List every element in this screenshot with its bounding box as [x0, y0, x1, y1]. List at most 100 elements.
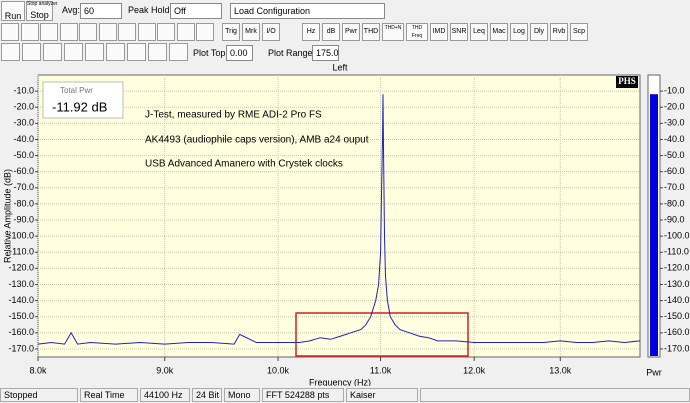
chart: PHS Left Frequency (Hz) Relative Amplitu… — [2, 62, 690, 386]
y-tick-label: -170.0 — [8, 343, 34, 353]
stop-button[interactable]: Stop — [26, 1, 53, 21]
icon-button[interactable] — [176, 23, 195, 41]
plot-top-input[interactable]: 0.00 — [226, 45, 253, 61]
tool-button[interactable]: THD Freq — [406, 23, 428, 41]
x-tick-label: 11.0k — [370, 365, 392, 375]
meter-tick-label: -10.0 — [664, 85, 685, 95]
icon-row — [0, 43, 190, 62]
meter-tick-label: -140.0 — [664, 295, 690, 305]
tool-button[interactable]: Scp — [570, 23, 588, 41]
tool-button[interactable]: Log — [510, 23, 528, 41]
x-tick-label: 10.0k — [267, 365, 290, 375]
tool-button[interactable]: Pwr — [342, 23, 360, 41]
icon-button[interactable] — [40, 23, 58, 41]
y-tick-label: -130.0 — [8, 279, 34, 289]
tool-button[interactable]: Dly — [530, 23, 548, 41]
meter-tick-label: -80.0 — [664, 198, 685, 208]
avg-label: Avg: — [62, 5, 80, 15]
tool-button[interactable]: dB — [322, 23, 340, 41]
meter-bar — [650, 94, 658, 357]
meter-tick-label: -100.0 — [664, 231, 690, 241]
icon-button[interactable] — [79, 23, 97, 41]
icon-button[interactable] — [118, 23, 136, 41]
tool-button[interactable]: I/O — [262, 23, 280, 41]
logo: PHS — [618, 76, 636, 86]
spectrum-line — [37, 94, 641, 345]
status-cell: Real Time — [80, 388, 138, 402]
meter-tick-label: -120.0 — [664, 263, 690, 273]
meter-tick-label: -50.0 — [664, 150, 685, 160]
icon-button[interactable] — [1, 23, 19, 41]
y-tick-label: -150.0 — [8, 311, 34, 321]
annotation: USB Advanced Amanero with Crystek clocks — [145, 159, 343, 170]
tool-button[interactable]: THD — [362, 23, 380, 41]
y-axis-label: Relative Amplitude (dB) — [2, 169, 12, 263]
y-tick-label: -50.0 — [13, 150, 34, 160]
status-cell: Mono — [224, 388, 260, 402]
icon-button[interactable] — [43, 43, 62, 61]
icon-button[interactable] — [64, 43, 83, 61]
stop-label: Stop — [30, 10, 49, 20]
icon-button[interactable] — [59, 23, 78, 41]
tool-button[interactable]: IMD — [430, 23, 448, 41]
icon-button[interactable] — [106, 43, 125, 61]
tool-button[interactable]: Trig — [222, 23, 240, 41]
icon-button[interactable] — [157, 23, 175, 41]
icon-button[interactable] — [22, 43, 41, 61]
tool-button[interactable]: Mac — [490, 23, 508, 41]
y-tick-label: -160.0 — [8, 327, 34, 337]
x-tick-label: 8.0k — [29, 365, 47, 375]
total-pwr-label: Total Pwr — [60, 86, 93, 95]
meter-tick-label: -110.0 — [664, 247, 689, 257]
tool-button[interactable]: Hz — [302, 23, 320, 41]
highlight-box — [295, 312, 469, 357]
icon-button[interactable] — [98, 23, 117, 41]
peak-label: Peak Hold: — [128, 5, 173, 15]
meter-tick-label: -60.0 — [664, 166, 685, 176]
avg-select[interactable]: 60 — [80, 3, 122, 19]
meter-label: Pwr — [646, 367, 662, 377]
button-row: Trig Mrk I/O Hz dB Pwr THD THD+N THD Freq IMD SNR L… — [0, 23, 690, 42]
icon-button[interactable] — [137, 23, 156, 41]
y-tick-label: -60.0 — [13, 166, 34, 176]
stop-caption: Stop analyzer — [27, 1, 58, 7]
tool-button[interactable]: SNR — [450, 23, 468, 41]
icon-button[interactable] — [196, 23, 214, 41]
meter-tick-label: -30.0 — [664, 118, 685, 128]
meter-tick-label: -170.0 — [664, 343, 690, 353]
icon-button[interactable] — [1, 43, 20, 61]
meter-tick-label: -40.0 — [664, 134, 685, 144]
meter-tick-label: -90.0 — [664, 214, 685, 224]
meter-tick-label: -160.0 — [664, 327, 690, 337]
run-button[interactable]: Run — [1, 1, 25, 21]
tool-button[interactable]: Mrk — [242, 23, 260, 41]
status-cell — [420, 388, 690, 402]
annotation: AK4493 (audiophile caps version), AMB a2… — [145, 135, 369, 146]
icon-button[interactable] — [148, 43, 167, 61]
y-tick-label: -110.0 — [9, 247, 34, 257]
icon-button[interactable] — [127, 43, 146, 61]
y-tick-label: -70.0 — [13, 182, 34, 192]
plot-range-input[interactable]: 175.0 — [312, 45, 339, 61]
icon-button[interactable] — [169, 43, 188, 61]
y-tick-label: -20.0 — [13, 102, 34, 112]
config-select[interactable]: Load Configuration — [230, 3, 385, 19]
meter-tick-label: -150.0 — [664, 311, 690, 321]
x-axis-label: Frequency (Hz) — [309, 377, 371, 386]
total-pwr-box — [42, 81, 124, 119]
icon-button[interactable] — [20, 23, 39, 41]
meter-tick-label: -20.0 — [664, 102, 685, 112]
y-tick-label: -120.0 — [8, 263, 34, 273]
plot-top-label: Plot Top: — [193, 48, 228, 58]
chart-title: Left — [332, 62, 348, 72]
y-tick-label: -90.0 — [13, 214, 34, 224]
tool-button[interactable]: Rvb — [550, 23, 568, 41]
status-cell: 24 Bit — [192, 388, 222, 402]
tool-button[interactable]: THD+N — [382, 23, 404, 41]
x-tick-label: 9.0k — [156, 365, 174, 375]
peak-select[interactable]: Off — [170, 3, 222, 19]
icon-button[interactable] — [85, 43, 104, 61]
y-tick-label: -30.0 — [13, 118, 34, 128]
tool-button[interactable]: Leq — [470, 23, 488, 41]
